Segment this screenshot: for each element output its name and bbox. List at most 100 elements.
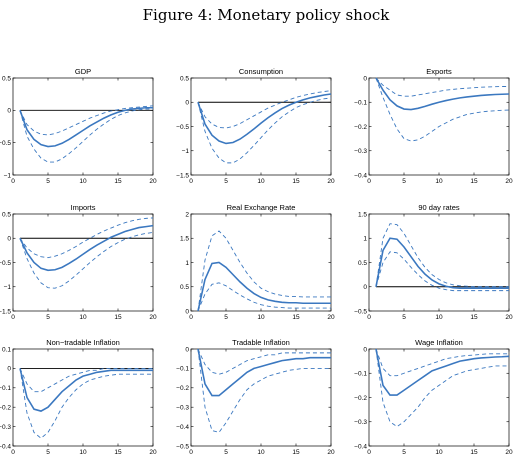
- series-upper: [375, 77, 509, 97]
- y-tick-label: −0.3: [354, 419, 367, 426]
- x-tick-label: 0: [11, 314, 15, 321]
- y-tick-label: 1.5: [358, 211, 367, 218]
- x-tick-label: 0: [367, 178, 371, 185]
- series-lower: [197, 282, 331, 312]
- plot-frame: [12, 77, 154, 176]
- y-tick-label: −0.4: [176, 424, 189, 431]
- x-tick-label: 20: [149, 314, 157, 321]
- series-lower: [19, 108, 153, 163]
- series-lower: [375, 77, 510, 142]
- x-tick-label: 5: [46, 314, 50, 321]
- x-tick-label: 20: [505, 178, 513, 185]
- panel-title: Exports: [426, 67, 452, 76]
- x-tick-label: 5: [402, 314, 406, 321]
- series-lower: [197, 97, 332, 164]
- x-tick-label: 15: [292, 178, 300, 185]
- y-tick-label: −0.5: [354, 308, 367, 315]
- y-tick-label: 0: [185, 308, 189, 315]
- x-tick-label: 15: [470, 178, 478, 185]
- y-tick-label: −0.5: [176, 124, 189, 131]
- plot-frame: [368, 348, 510, 447]
- y-tick-label: −1: [182, 148, 190, 155]
- series-median: [197, 261, 331, 312]
- panel-2: Exports 0 5 10 15 20 −0.4 −0.3 −0.2 −0.1 0: [354, 67, 513, 185]
- panel-3: Imports 0 5 10 15 20 −1.5 −1 −0.5 0 0.5: [0, 203, 157, 321]
- y-tick-label: −0.1: [354, 371, 367, 378]
- x-tick-label: 15: [292, 314, 300, 321]
- x-tick-label: 10: [257, 449, 265, 456]
- x-tick-label: 0: [367, 314, 371, 321]
- y-tick-label: 0.5: [358, 260, 367, 267]
- series-median: [197, 348, 331, 397]
- x-tick-label: 5: [224, 314, 228, 321]
- x-tick-label: 5: [402, 449, 406, 456]
- x-tick-label: 0: [11, 178, 15, 185]
- x-tick-label: 0: [367, 449, 371, 456]
- series-median: [375, 77, 510, 111]
- series-lower: [197, 348, 331, 433]
- plot-frame: [190, 213, 332, 312]
- panel-title: Real Exchange Rate: [227, 203, 296, 212]
- x-tick-label: 20: [149, 178, 157, 185]
- y-tick-label: −0.2: [354, 395, 367, 402]
- panel-6: Non−tradable Inflation 0 5 10 15 20 −0.4 −0.3 −0…: [0, 338, 157, 456]
- y-tick-label: −1.5: [176, 172, 189, 179]
- x-tick-label: 10: [79, 178, 87, 185]
- x-tick-label: 20: [505, 449, 513, 456]
- y-tick-label: 0.5: [2, 211, 11, 218]
- x-tick-label: 15: [292, 449, 300, 456]
- y-tick-label: 0: [185, 346, 189, 353]
- y-tick-label: 1.5: [180, 236, 189, 243]
- y-tick-label: −0.3: [354, 148, 367, 155]
- panel-title: 90 day rates: [418, 203, 460, 212]
- panel-title: Consumption: [239, 67, 283, 76]
- x-tick-label: 10: [79, 314, 87, 321]
- series-median: [197, 93, 332, 145]
- y-tick-label: −0.3: [176, 405, 189, 412]
- panel-title: Non−tradable Inflation: [46, 338, 120, 347]
- x-tick-label: 10: [257, 178, 265, 185]
- series-upper: [375, 348, 509, 377]
- y-tick-label: 2: [185, 211, 189, 218]
- x-tick-label: 15: [114, 314, 122, 321]
- panel-1: Consumption 0 5 10 15 20 −1.5 −1 −0.5 0 0.5: [176, 67, 335, 185]
- y-tick-label: −0.2: [176, 385, 189, 392]
- x-tick-label: 15: [114, 449, 122, 456]
- x-tick-label: 0: [189, 178, 193, 185]
- panel-0: GDP 0 5 10 15 20 −1 −0.5 0 0.5: [0, 67, 157, 185]
- y-tick-label: −1.5: [0, 308, 11, 315]
- panel-7: Tradable Inflation 0 5 10 15 20 −0.5 −0.4 −0.3 −0…: [176, 338, 335, 456]
- y-tick-label: −0.4: [354, 443, 367, 450]
- x-tick-label: 15: [114, 178, 122, 185]
- x-tick-label: 10: [435, 314, 443, 321]
- y-tick-label: −0.5: [0, 140, 11, 147]
- y-tick-label: −0.2: [354, 124, 367, 131]
- y-tick-label: 0: [185, 100, 189, 107]
- x-tick-label: 10: [435, 178, 443, 185]
- x-tick-label: 10: [79, 449, 87, 456]
- series-lower: [19, 231, 154, 289]
- series-median: [19, 368, 153, 412]
- panel-title: Tradable Inflation: [232, 338, 290, 347]
- panel-title: Imports: [70, 203, 95, 212]
- y-tick-label: 0: [363, 346, 367, 353]
- series-lower: [375, 348, 509, 428]
- series-upper: [19, 367, 153, 393]
- y-tick-label: −0.3: [0, 424, 11, 431]
- x-tick-label: 20: [327, 178, 335, 185]
- series-upper: [197, 90, 332, 129]
- x-tick-label: 0: [189, 449, 193, 456]
- series-upper: [375, 223, 509, 288]
- series-lower: [375, 251, 509, 292]
- x-tick-label: 5: [402, 178, 406, 185]
- plot-frame: [190, 77, 332, 176]
- y-tick-label: 0: [363, 284, 367, 291]
- y-tick-label: 1: [185, 260, 189, 267]
- y-tick-label: −1: [4, 284, 12, 291]
- figure-title: Figure 4: Monetary policy shock: [142, 6, 390, 24]
- panel-title: Wage Inflation: [415, 338, 463, 347]
- x-tick-label: 5: [46, 449, 50, 456]
- y-tick-label: −0.2: [0, 405, 11, 412]
- x-tick-label: 20: [149, 449, 157, 456]
